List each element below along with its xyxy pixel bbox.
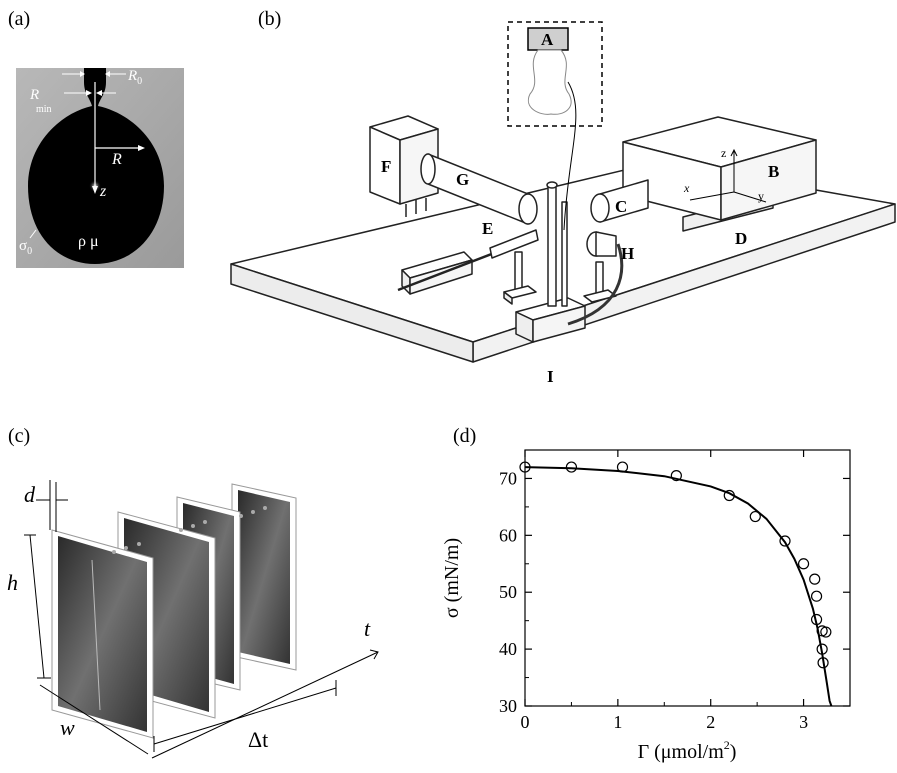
component-label-I: I: [547, 367, 554, 386]
y-axis-label: σ (mN/m): [441, 538, 463, 618]
label-Rmin: R: [29, 87, 39, 103]
x-tick-label: 2: [706, 712, 715, 732]
data-point: [797, 558, 810, 570]
data-point: [810, 590, 823, 602]
x-axis-label: Γ (μmol/m2): [638, 738, 737, 763]
component-label-F: F: [381, 157, 391, 176]
data-point: [670, 469, 682, 482]
label-Rmin-sub: min: [36, 104, 52, 115]
label-R0: R0: [127, 68, 142, 87]
data-point: [810, 613, 823, 626]
component-label-E: E: [482, 219, 493, 238]
x-tick-label: 3: [799, 712, 808, 732]
symbol-delta-t: Δt: [248, 727, 268, 752]
panel-a-label: (a): [8, 8, 31, 30]
symbol-d: d: [24, 482, 36, 507]
frame-1: [51, 529, 154, 739]
data-point: [723, 489, 735, 502]
data-point: [749, 510, 761, 523]
axis-label-y: y: [758, 189, 764, 203]
y-tick-label: 50: [499, 582, 517, 602]
x-tick-label: 1: [613, 712, 622, 732]
data-point: [779, 535, 791, 547]
data-point: [816, 643, 828, 655]
box-f-right: [399, 128, 439, 205]
data-point: [519, 461, 531, 473]
y-tick-label: 60: [499, 525, 517, 545]
needle: [84, 68, 106, 82]
y-tick-label: 70: [499, 468, 517, 488]
component-label-H: H: [621, 244, 634, 263]
symbol-w: w: [60, 715, 75, 740]
axis-label-z: z: [721, 146, 726, 160]
x-tick-label: 0: [521, 712, 530, 732]
isotherm-chart: 0 1 2 3 30 40 50 60 70 σ (mN/m) Γ (μmol/m2): [441, 449, 851, 763]
y-tick-label: 30: [499, 696, 517, 716]
fit-curve: [524, 466, 833, 707]
label-rho-mu: ρ μ: [78, 233, 99, 250]
apparatus-diagram: A B C D E F G H I z x y: [230, 21, 896, 386]
pendant-drop-photo: R0 R min R z ρ μ σ0: [16, 68, 184, 268]
box-b-right: [720, 139, 817, 221]
label-z: z: [99, 183, 107, 200]
base-plate-left: [230, 263, 474, 363]
plot-frame: [524, 449, 851, 707]
frame-stack: [51, 483, 297, 739]
data-point: [565, 461, 578, 473]
axis-label-x: x: [683, 181, 690, 195]
label-sigma0: σ0: [19, 238, 32, 257]
symbol-t: t: [364, 616, 371, 641]
image-sequence-diagram: d h w t Δt: [7, 480, 379, 759]
component-label-C: C: [615, 197, 627, 216]
panel-b-label: (b): [258, 8, 282, 30]
data-point: [817, 657, 829, 669]
drop-shape: [28, 82, 164, 264]
component-label-B: B: [768, 162, 779, 181]
data-point: [616, 461, 629, 473]
panel-c-label: (c): [8, 425, 31, 447]
data-point: [809, 573, 821, 585]
component-label-D: D: [735, 229, 747, 248]
symbol-h: h: [7, 570, 18, 595]
component-label-A: A: [541, 30, 554, 49]
data-point: [820, 626, 832, 638]
panel-d-label: (d): [453, 425, 477, 447]
frame-4: [231, 483, 297, 671]
y-tick-label: 40: [499, 639, 517, 659]
component-label-G: G: [456, 170, 469, 189]
label-R: R: [111, 151, 122, 168]
